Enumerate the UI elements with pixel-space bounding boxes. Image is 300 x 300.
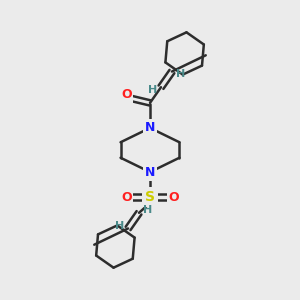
Text: H: H <box>115 220 124 230</box>
Text: N: N <box>145 166 155 178</box>
Text: H: H <box>148 85 158 95</box>
Text: O: O <box>168 190 179 204</box>
Text: H: H <box>176 70 185 80</box>
Text: O: O <box>121 190 132 204</box>
Text: S: S <box>145 190 155 204</box>
Text: N: N <box>145 122 155 134</box>
Text: H: H <box>142 205 152 215</box>
Text: O: O <box>121 88 132 101</box>
